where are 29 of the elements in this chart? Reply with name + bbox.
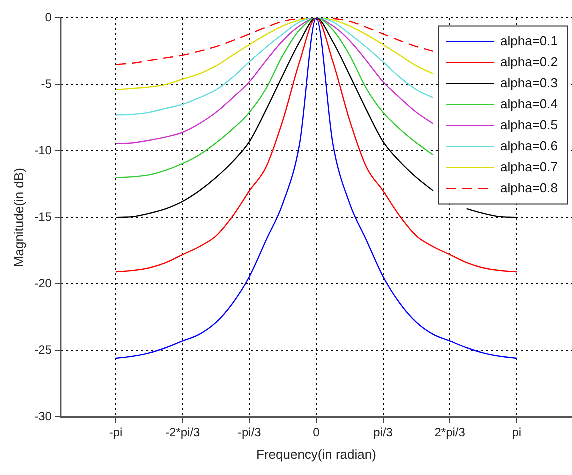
y-tick-label: -10 (34, 143, 52, 158)
legend-label: alpha=0.7 (500, 159, 558, 174)
line-series (115, 18, 434, 116)
y-tick-label: -20 (34, 276, 52, 290)
x-axis-title: Frequency(in radian) (256, 446, 376, 462)
y-tick-label: -25 (34, 342, 52, 357)
y-tick-label: -5 (41, 76, 52, 91)
legend-label: alpha=0.5 (500, 117, 558, 132)
line-series (115, 18, 434, 178)
x-tick-label: pi/3 (374, 426, 394, 440)
x-tick-label: -pi (109, 426, 123, 440)
x-tick-label: -2*pi/3 (166, 426, 201, 440)
y-axis-title: Magnitude(in dB) (11, 168, 26, 268)
line-series (115, 18, 434, 66)
x-tick-label: pi (512, 426, 522, 440)
y-tick-label: -30 (34, 409, 52, 424)
line-series (115, 18, 434, 144)
x-tick-label: -pi/3 (238, 426, 262, 440)
legend-label: alpha=0.3 (500, 75, 558, 90)
legend-label: alpha=0.8 (500, 180, 558, 196)
y-tick-label: -15 (34, 210, 52, 224)
legend-label: alpha=0.1 (500, 33, 558, 48)
legend-label: alpha=0.4 (500, 96, 558, 112)
legend-label: alpha=0.2 (500, 54, 558, 70)
x-tick-label: 0 (313, 426, 320, 440)
x-tick-label: 2*pi/3 (434, 426, 466, 440)
legend-label: alpha=0.6 (500, 138, 558, 154)
y-tick-label: 0 (45, 10, 52, 25)
line-series (115, 18, 434, 91)
